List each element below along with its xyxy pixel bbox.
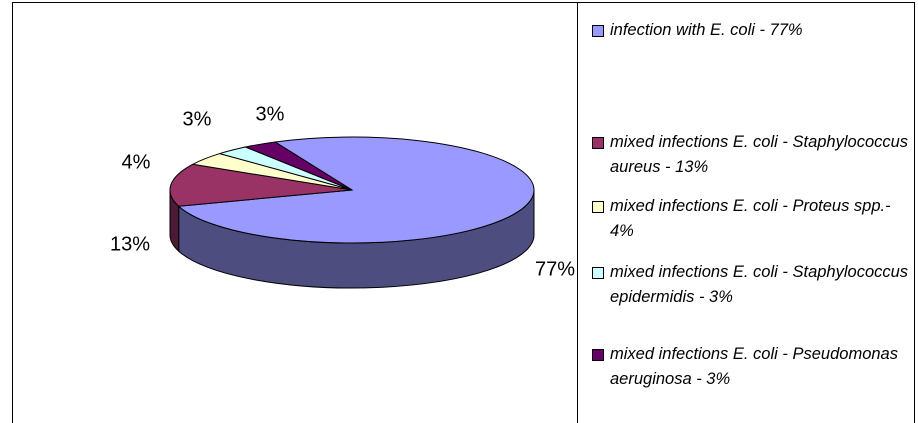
data-label: 3% bbox=[256, 103, 285, 125]
legend-entry: mixed infections E. coli - Staphylococcu… bbox=[592, 260, 912, 310]
legend-label: mixed infections E. coli - Proteus spp.-… bbox=[610, 197, 891, 240]
legend-label: mixed infections E. coli - Staphylococcu… bbox=[610, 263, 909, 306]
data-label: 3% bbox=[183, 108, 212, 130]
slice bbox=[177, 136, 535, 244]
data-label: 4% bbox=[122, 151, 151, 173]
legend-swatch bbox=[592, 201, 604, 213]
data-label: 13% bbox=[110, 233, 150, 255]
legend-entry: mixed infections E. coli - Staphylococcu… bbox=[592, 130, 912, 180]
legend-label: infection with E. coli - 77% bbox=[610, 21, 803, 39]
legend-label: mixed infections E. coli - Pseudomonas a… bbox=[610, 345, 898, 388]
legend-swatch bbox=[592, 267, 604, 279]
legend-entry: mixed infections E. coli - Pseudomonas a… bbox=[592, 342, 912, 392]
slice bbox=[243, 141, 353, 191]
legend-swatch bbox=[592, 137, 604, 149]
legend-entry: mixed infections E. coli - Proteus spp.-… bbox=[592, 194, 912, 244]
legend-swatch bbox=[592, 349, 604, 361]
legend-label: mixed infections E. coli - Staphylococcu… bbox=[610, 133, 909, 176]
data-label: 77% bbox=[535, 258, 575, 280]
legend-swatch bbox=[592, 25, 604, 37]
legend-entry: infection with E. coli - 77% bbox=[592, 18, 912, 43]
legend-border bbox=[577, 2, 915, 423]
slice bbox=[169, 163, 353, 207]
